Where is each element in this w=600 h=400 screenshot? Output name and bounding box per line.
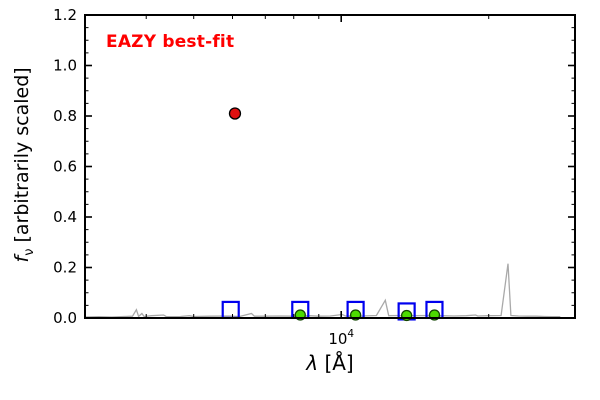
x-axis-label: λ [Å] (85, 351, 575, 375)
y-tick-label: 0.2 (53, 259, 77, 277)
highlighted-band-marker (228, 107, 242, 120)
fnu-symbol: f (11, 255, 34, 263)
y-tick-label: 0.8 (53, 107, 77, 125)
bestfit-spectrum-line (84, 263, 561, 318)
fnu-subscript: ν (21, 248, 37, 256)
y-axis-label: fν [arbitrarily scaled] (11, 0, 37, 345)
y-tick-label: 0.4 (53, 208, 77, 226)
lambda-symbol: λ (306, 351, 319, 375)
y-tick-label: 1.2 (53, 6, 77, 24)
y-tick-label: 0.0 (53, 309, 77, 327)
x-axis-label-units: [Å] (318, 351, 354, 375)
y-axis-label-units: [arbitrarily scaled] (11, 67, 34, 249)
axes-frame (84, 14, 576, 319)
x-tick-label: 104 (328, 328, 354, 348)
y-tick-label: 1.0 (53, 57, 77, 75)
y-tick-label: 0.6 (53, 158, 77, 176)
bestfit-label: EAZY best-fit (106, 32, 235, 52)
